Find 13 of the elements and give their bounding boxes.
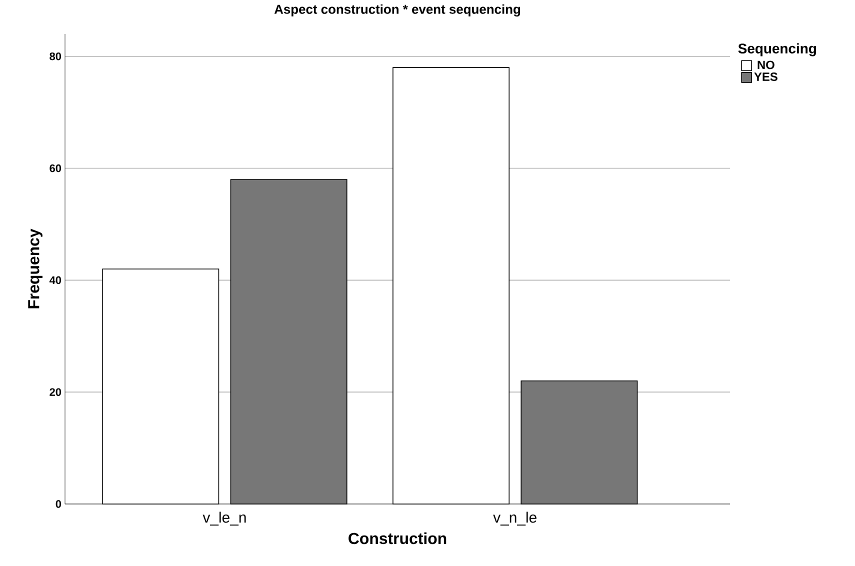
x-tick-label: v_n_le [493,512,536,526]
y-tick-label: 0 [56,500,62,508]
y-tick-label: 80 [50,52,62,60]
y-tick-label: 40 [49,276,62,284]
chart-title: Aspect construction * event sequencing [274,4,520,16]
legend-label: YES [754,72,778,81]
y-tick-label: 20 [50,388,62,396]
x-tick-label: v_le_n [202,512,246,526]
legend-title: Sequencing [738,43,816,56]
legend-label: NO [758,60,774,70]
y-tick-label: 60 [50,164,62,172]
x-axis-title: Construction [348,532,446,544]
y-axis-title: Frequency [28,228,42,308]
